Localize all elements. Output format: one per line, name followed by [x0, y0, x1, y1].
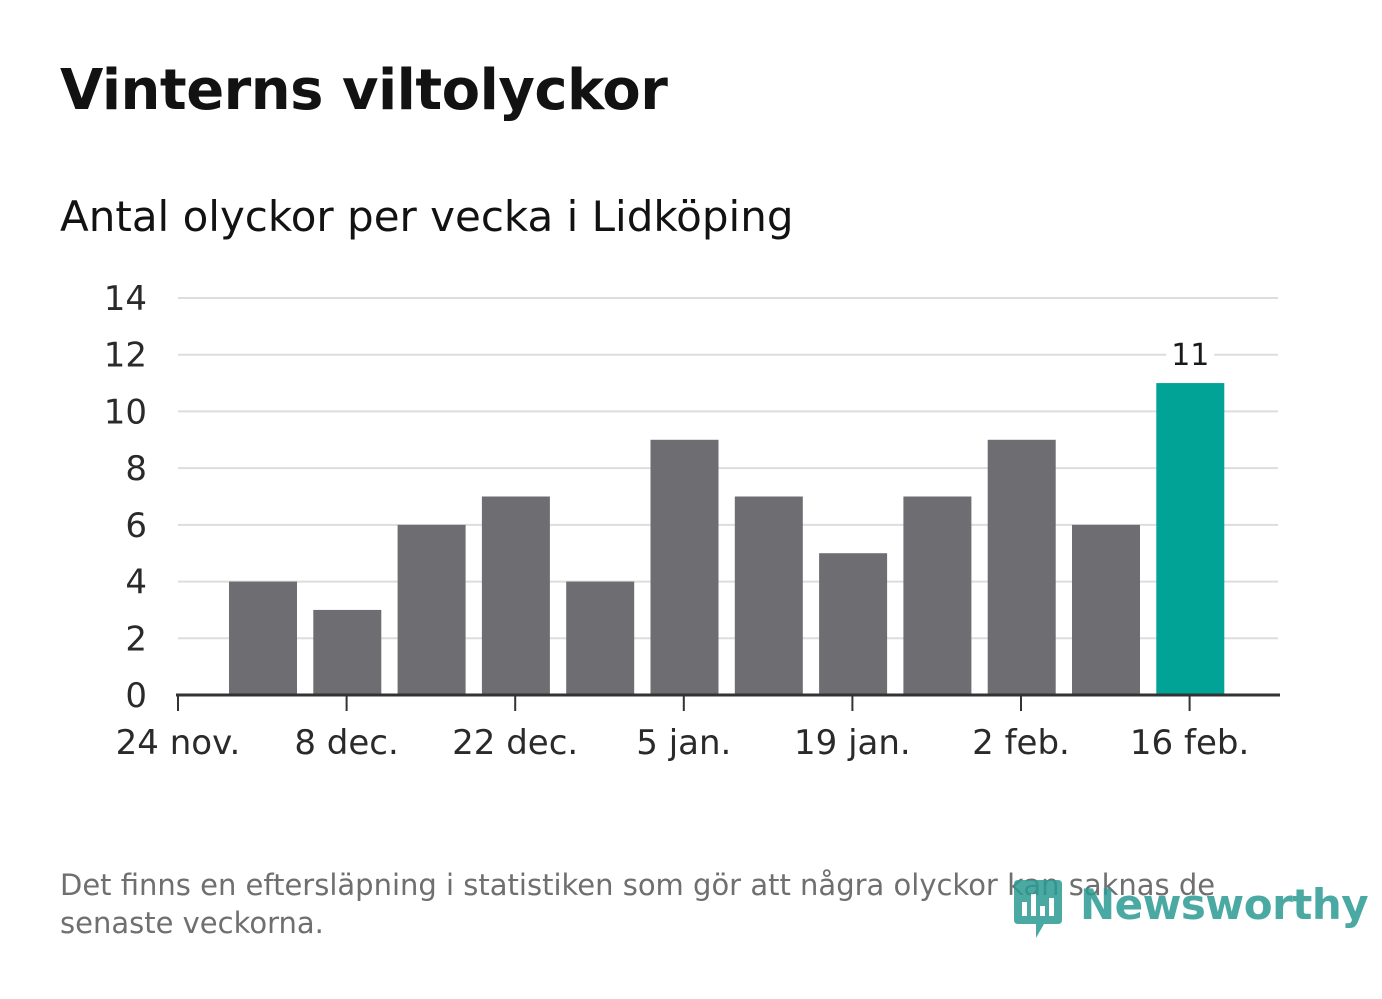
y-axis-ticks: 0 2 4 6 8 10 12 14 [104, 279, 147, 716]
x-tick-label: 16 feb. [1130, 723, 1249, 763]
bar [1156, 383, 1225, 695]
data-labels: 11 [1166, 337, 1215, 374]
x-axis-ticks: 24 nov. 8 dec. 22 dec. 5 jan. 19 jan. 2 feb. 1… [116, 695, 1249, 763]
y-tick-label: 4 [125, 563, 147, 603]
bar [313, 609, 382, 695]
bars [229, 383, 1225, 695]
newsworthy-logo-icon [1014, 880, 1062, 938]
bar [229, 581, 297, 695]
bar [481, 496, 550, 695]
x-tick-label: 5 jan. [636, 723, 731, 763]
x-tick-label: 8 dec. [294, 723, 398, 763]
bar [903, 496, 972, 695]
data-label: 11 [1171, 338, 1209, 373]
newsworthy-logo: Newsworthy [1010, 876, 1369, 946]
bar [566, 581, 635, 695]
bar [1072, 524, 1140, 695]
y-tick-label: 2 [125, 619, 147, 659]
y-tick-label: 6 [125, 506, 147, 546]
bar [987, 439, 1056, 695]
data-label-background [1166, 337, 1215, 374]
bar [819, 553, 888, 695]
brand-name: Newsworthy [1080, 880, 1369, 929]
x-tick-label: 24 nov. [116, 723, 241, 763]
bar [734, 496, 803, 695]
y-tick-label: 14 [104, 279, 147, 319]
bar [397, 524, 466, 695]
x-tick-label: 2 feb. [972, 723, 1070, 763]
bar-chart: 0 2 4 6 8 10 12 14 24 nov. 8 dec. 22 dec. 5 jan. 19… [104, 279, 1280, 763]
chart-subtitle: Antal olyckor per vecka i Lidköping [60, 192, 794, 241]
bar [650, 439, 719, 695]
y-tick-label: 12 [104, 336, 147, 376]
y-tick-label: 10 [104, 392, 147, 432]
chart-title: Vinterns viltolyckor [60, 58, 668, 123]
y-tick-label: 8 [125, 449, 147, 489]
x-tick-label: 19 jan. [794, 723, 911, 763]
x-tick-label: 22 dec. [452, 723, 578, 763]
y-tick-label: 0 [125, 676, 147, 716]
